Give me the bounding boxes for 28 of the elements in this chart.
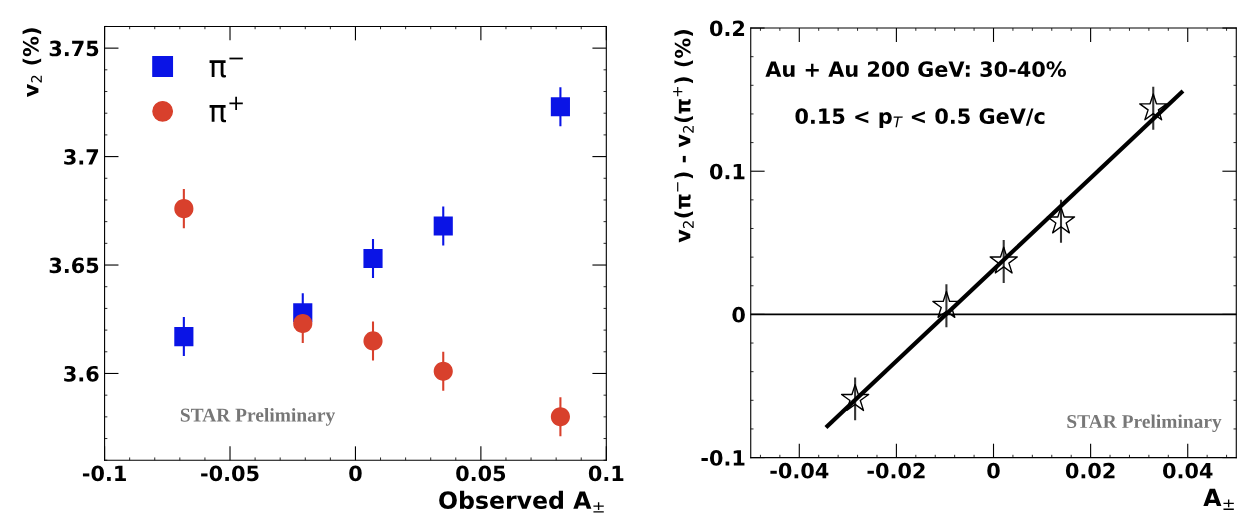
text: v$_{2}$(π$^{−}$) - v$_{2}$(π$^{+}$) (%) xyxy=(673,30,694,243)
y-tick-label: 3.75 xyxy=(49,40,99,57)
x-tick-label: 0.04 xyxy=(1163,462,1213,479)
y-tick-label: 3.6 xyxy=(64,365,99,382)
y-tick-label: 3.7 xyxy=(64,149,99,165)
y-tick-label: -0.1 xyxy=(701,450,745,466)
x-axis-title: A$_{±}$ xyxy=(1203,488,1234,510)
x-tick-label: -0.04 xyxy=(770,462,829,479)
annotation: 0.15 < p$_{T}$ < 0.5 GeV/c xyxy=(795,108,1045,129)
annotation: Au + Au 200 GeV: 30-40% xyxy=(765,61,1067,78)
x-tick-label: 0.1 xyxy=(588,465,624,482)
x-tick-label: -0.05 xyxy=(201,465,259,482)
x-tick-label: 0 xyxy=(987,462,1000,479)
annotation: STAR Preliminary xyxy=(1067,414,1222,433)
y-tick-label: 0.2 xyxy=(709,20,745,37)
y-tick-label: 0 xyxy=(732,306,745,323)
x-tick-label: 0.05 xyxy=(456,465,506,482)
x-tick-label: 0 xyxy=(349,465,362,482)
y-axis-title: v$_{2}$ (%) xyxy=(22,28,42,97)
legend-label: π$^{−}$ xyxy=(209,57,243,78)
x-tick-label: -0.1 xyxy=(82,465,126,482)
x-axis-title: Observed A$_{±}$ xyxy=(439,490,604,513)
y-tick-label: 3.65 xyxy=(49,257,99,274)
x-tick-label: 0.02 xyxy=(1065,462,1115,479)
x-tick-label: -0.02 xyxy=(867,462,925,479)
legend-label: π$^{+}$ xyxy=(209,96,243,123)
annotation: STAR Preliminary xyxy=(180,408,336,426)
y-tick-label: 0.1 xyxy=(709,163,745,180)
